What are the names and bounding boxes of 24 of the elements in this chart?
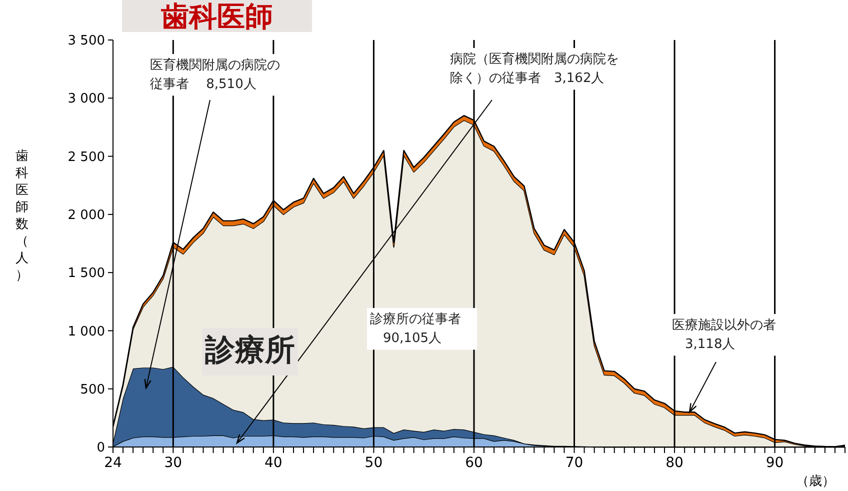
y-tick-label: 1 000 [68,324,105,340]
x-tick-label: 30 [164,455,182,471]
x-tick-label: 70 [565,455,584,471]
y-axis-title: 歯科医師数（人） [16,149,28,283]
y-tick-label: 3 500 [68,34,105,49]
y-tick-label: 0 [96,440,105,456]
annotation: 医育機関附属の病院の従事者 8,510人 [150,57,280,92]
y-tick-label: 3 000 [68,92,105,107]
x-tick-label: 60 [465,455,483,471]
x-tick-label: 40 [264,455,282,471]
y-tick-label: 500 [80,382,105,398]
annotation: 医療施設以外の者 3,118人 [672,318,776,352]
y-tick-label: 2 500 [68,150,105,165]
annotation: 病院（医育機関附属の病院を除く）の従事者 3,162人 [450,51,619,86]
chart-title: 歯科医師 [160,0,273,33]
y-tick-label: 1 500 [68,266,105,282]
x-tick-label: 50 [364,455,383,471]
x-tick-label: 90 [766,455,784,471]
annotation: 診療所 [204,333,295,368]
x-axis-title: （歳） [796,474,835,489]
annotation: 診療所の従事者 90,105人 [370,312,461,346]
x-tick-label: 24 [104,455,122,471]
x-tick-label: 80 [666,455,684,471]
y-tick-label: 2 000 [68,208,105,223]
